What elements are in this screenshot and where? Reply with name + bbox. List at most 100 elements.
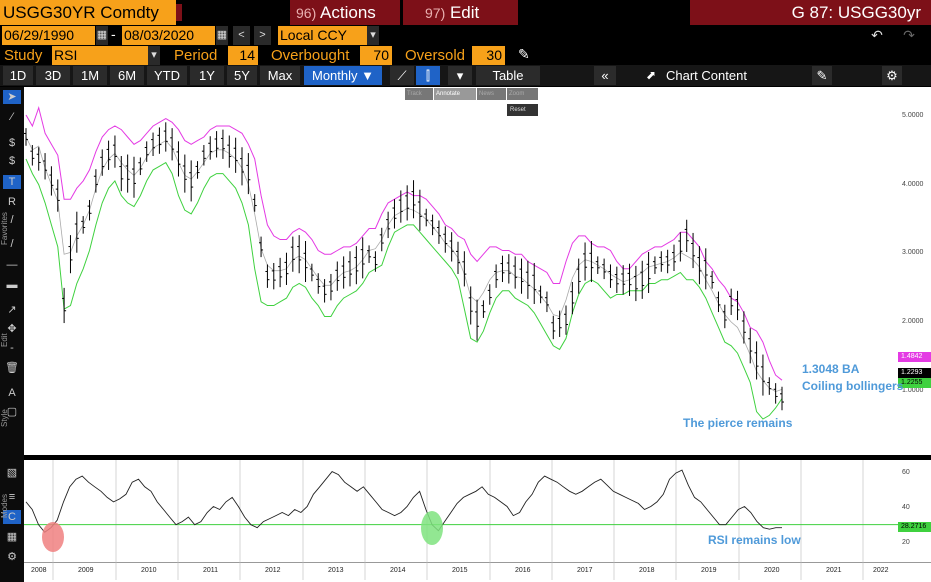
upper-bollinger-line: [25, 105, 783, 381]
trash-icon[interactable]: 🗑: [5, 362, 19, 374]
x-tick: 2013: [328, 567, 344, 574]
ruler-icon[interactable]: ▧: [6, 467, 18, 479]
y-tick: 2.0000: [902, 318, 924, 325]
chart-content-icon[interactable]: ⬈: [646, 68, 657, 82]
undo-icon[interactable]: ↶: [866, 26, 888, 45]
prev-arrow-icon[interactable]: <: [233, 26, 250, 45]
square-icon[interactable]: ▢: [6, 406, 18, 418]
dash-icon[interactable]: -: [10, 342, 14, 354]
annotation-pierce: The pierce remains: [683, 416, 793, 430]
rsi-chart-area[interactable]: [24, 460, 898, 562]
x-tick: 2015: [452, 567, 468, 574]
rsi-low-marker: [42, 522, 64, 552]
redo-icon[interactable]: ↷: [898, 26, 920, 45]
currency-select[interactable]: Local CCY: [278, 26, 367, 45]
chevron-down-icon[interactable]: ▾: [367, 26, 379, 45]
x-tick: 2010: [141, 567, 157, 574]
arrow-icon[interactable]: ↗: [7, 304, 17, 316]
study-select[interactable]: RSI: [52, 46, 148, 65]
annotate-tool[interactable]: Annotate: [434, 88, 476, 100]
x-tick: 2019: [701, 567, 717, 574]
date-separator: -: [111, 26, 116, 42]
pane-divider[interactable]: [24, 455, 931, 460]
rsi-line: [25, 469, 782, 533]
frequency-select[interactable]: Monthly ▼: [304, 66, 382, 85]
edit-button[interactable]: 97) Edit: [403, 0, 518, 25]
brush-icon[interactable]: /: [10, 214, 14, 226]
oversold-field[interactable]: 30: [472, 46, 505, 65]
x-tick: 2017: [577, 567, 593, 574]
chevron-down-icon[interactable]: ▾: [448, 66, 472, 85]
annotation-ba: 1.3048 BA: [802, 362, 860, 376]
lower-bollinger-line: [25, 158, 783, 420]
table-button[interactable]: Table: [476, 66, 540, 85]
last-price-tag: 1.2293: [898, 368, 931, 378]
rsi-tick: 60: [902, 469, 910, 476]
left-toolbar: [0, 87, 24, 582]
upper-band-tag: 1.4842: [898, 352, 931, 362]
text-icon[interactable]: T: [3, 175, 21, 189]
lower-band-tag: 1.2255: [898, 378, 931, 388]
chart-content-button[interactable]: Chart Content: [666, 68, 747, 83]
gear-icon[interactable]: ⚙: [7, 551, 17, 563]
x-tick: 2022: [873, 567, 889, 574]
bar-chart-icon[interactable]: ⫿: [416, 66, 440, 85]
gear-icon[interactable]: ⚙: [882, 66, 902, 85]
move-icon[interactable]: ✥: [7, 323, 17, 335]
minus-icon[interactable]: —: [6, 259, 18, 271]
dollar-icon[interactable]: $: [8, 155, 16, 167]
grid-icon[interactable]: ▦: [6, 531, 18, 543]
overbought-label: Overbought: [271, 47, 350, 64]
tab-ytd[interactable]: YTD: [147, 66, 187, 85]
tab-1y[interactable]: 1Y: [190, 66, 224, 85]
x-tick: 2009: [78, 567, 94, 574]
news-tool[interactable]: News: [477, 88, 506, 100]
ticker-field[interactable]: USGG30YR Comdty: [0, 0, 176, 25]
font-icon[interactable]: A: [8, 387, 16, 399]
end-date-field[interactable]: 08/03/2020: [122, 26, 215, 45]
overbought-field[interactable]: 70: [360, 46, 392, 65]
draw-line-icon[interactable]: ⁄: [11, 111, 13, 123]
tab-5y[interactable]: 5Y: [227, 66, 257, 85]
ruler-icon[interactable]: ▬: [6, 279, 18, 291]
pencil-icon[interactable]: ✎: [518, 46, 530, 62]
next-arrow-icon[interactable]: >: [254, 26, 271, 45]
oversold-label: Oversold: [405, 47, 466, 64]
tab-max[interactable]: Max: [260, 66, 300, 85]
edit-icon[interactable]: ✎: [812, 66, 832, 85]
collapse-icon[interactable]: «: [594, 66, 616, 85]
dollar-icon[interactable]: $: [8, 137, 16, 149]
pen-icon[interactable]: /: [10, 238, 14, 250]
annotation-coil: Coiling bollingers: [802, 379, 904, 393]
y-tick: 1.0000: [902, 387, 924, 394]
x-tick: 2014: [390, 567, 406, 574]
y-axis-panel: [898, 87, 931, 582]
pointer-icon[interactable]: ➤: [3, 90, 21, 104]
tab-1d[interactable]: 1D: [3, 66, 33, 85]
x-tick: 2016: [515, 567, 531, 574]
y-tick: 4.0000: [902, 181, 924, 188]
r-icon[interactable]: R: [8, 196, 16, 208]
tab-6m[interactable]: 6M: [110, 66, 144, 85]
track-tool[interactable]: Track: [405, 88, 433, 100]
bars-icon[interactable]: ≡: [8, 491, 16, 503]
period-label: Period: [174, 47, 218, 64]
chevron-down-icon[interactable]: ▾: [148, 46, 160, 65]
actions-button[interactable]: 96) Actions: [290, 0, 400, 25]
reset-button[interactable]: Reset: [507, 104, 538, 116]
zoom-tool[interactable]: Zoom: [507, 88, 538, 100]
rsi-tick: 20: [902, 539, 910, 546]
tab-3d[interactable]: 3D: [36, 66, 70, 85]
x-tick: 2021: [826, 567, 842, 574]
period-field[interactable]: 14: [228, 46, 258, 65]
tab-1m[interactable]: 1M: [73, 66, 107, 85]
middle-bollinger-line: [25, 136, 783, 393]
c-icon[interactable]: C: [3, 510, 21, 524]
calendar-icon[interactable]: ▦: [96, 26, 108, 45]
calendar-icon[interactable]: ▦: [216, 26, 228, 45]
start-date-field[interactable]: 06/29/1990: [2, 26, 95, 45]
x-tick: 2018: [639, 567, 655, 574]
rsi-low-marker: [421, 511, 443, 545]
line-chart-icon[interactable]: ⟋: [390, 66, 414, 85]
rsi-tick: 40: [902, 504, 910, 511]
